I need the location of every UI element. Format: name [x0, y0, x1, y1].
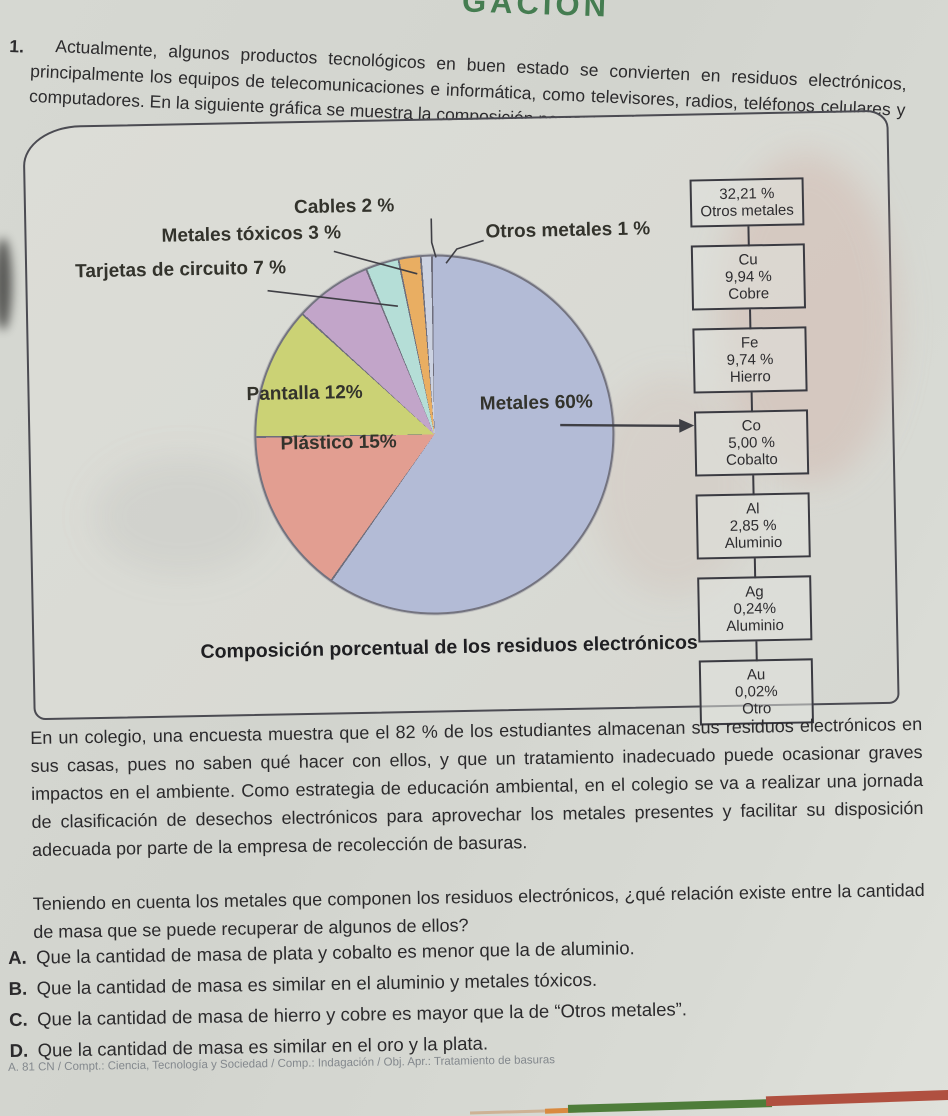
option-b-text: Que la cantidad de masa es similar en el… [36, 968, 598, 999]
metal-box-cobre: Cu 9,94 % Cobre [690, 243, 807, 311]
arrow-icon [679, 418, 695, 433]
pie-label-tarjetas: Tarjetas de circuito 7 % [74, 257, 287, 283]
option-c-letter: C. [8, 1008, 28, 1030]
pie-label-toxicos: Metales tóxicos 3 % [161, 222, 342, 247]
metal-percent: 0,24% [733, 599, 777, 618]
metal-percent: 0,02% [734, 682, 778, 701]
page-header-fragment: GACIÓN [461, 0, 611, 24]
metal-symbol: Co [741, 417, 762, 435]
answer-options: A. Que la cantidad de masa de plata y co… [8, 932, 930, 1070]
paper-ghost-blob [90, 453, 274, 578]
metal-name: Aluminio [724, 533, 783, 552]
metal-symbol: Ag [745, 583, 764, 601]
metal-symbol: Cu [738, 251, 758, 269]
metal-name: Cobalto [725, 450, 778, 469]
context-paragraph: En un colegio, una encuesta muestra que … [30, 713, 924, 860]
metal-symbol: Au [746, 666, 766, 684]
chart-title: Composición porcentual de los residuos e… [200, 631, 698, 664]
page-edge-strip [567, 1099, 773, 1113]
metal-percent: 32,21 % [719, 184, 775, 203]
page-edge-strip [765, 1089, 948, 1107]
metal-percent: 2,85 % [729, 516, 777, 535]
metal-name: Hierro [729, 368, 771, 386]
metal-box-hierro: Fe 9,74 % Hierro [692, 326, 808, 394]
option-b-letter: B. [8, 977, 28, 999]
metal-box-cobalto: Co 5,00 % Cobalto [693, 409, 810, 477]
metal-name: Cobre [728, 285, 770, 303]
metal-box-aluminio: Al 2,85 % Aluminio [695, 492, 811, 560]
question-number: 1. [8, 35, 25, 57]
metal-percent: 9,94 % [724, 268, 772, 286]
pie-label-metales: Metales 60% [479, 391, 593, 415]
pie-label-plastico: Plástico 15% [280, 431, 397, 455]
page-edge-smudge [0, 238, 12, 330]
metal-symbol: Fe [740, 334, 759, 352]
metal-percent: 9,74 % [726, 350, 774, 369]
pie-label-cables: Cables 2 % [293, 195, 395, 219]
metal-percent: 5,00 % [728, 433, 776, 452]
option-a-letter: A. [8, 946, 27, 968]
metal-symbol: Al [746, 500, 760, 518]
option-d-letter: D. [9, 1039, 29, 1061]
pie-label-otros: Otros metales 1 % [485, 218, 651, 243]
body-text: En un colegio, una encuesta muestra que … [30, 710, 925, 946]
option-c-text: Que la cantidad de masa de hierro y cobr… [36, 998, 688, 1030]
chart-panel: Cables 2 % Metales tóxicos 3 % Tarjetas … [22, 109, 902, 726]
metal-box-otros-metales: 32,21 % Otros metales [689, 177, 805, 228]
pie-label-pantalla: Pantalla 12% [246, 381, 363, 406]
metal-name: Otros metales [700, 201, 794, 221]
